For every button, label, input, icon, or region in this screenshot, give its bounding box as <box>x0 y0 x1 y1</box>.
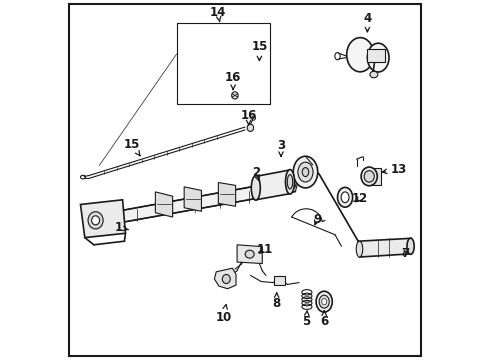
Ellipse shape <box>245 250 254 258</box>
Text: 6: 6 <box>320 311 328 328</box>
Polygon shape <box>215 268 236 289</box>
Text: 16: 16 <box>225 71 241 90</box>
Ellipse shape <box>407 238 414 254</box>
Ellipse shape <box>116 210 122 224</box>
Ellipse shape <box>338 187 353 207</box>
Ellipse shape <box>370 71 378 78</box>
Text: 11: 11 <box>257 243 273 256</box>
Polygon shape <box>237 245 262 264</box>
Text: 15: 15 <box>123 138 140 156</box>
Ellipse shape <box>321 298 327 305</box>
Polygon shape <box>274 276 285 285</box>
Text: 16: 16 <box>241 109 257 125</box>
Polygon shape <box>219 183 236 206</box>
Polygon shape <box>256 170 290 200</box>
Ellipse shape <box>316 291 332 312</box>
Ellipse shape <box>286 170 294 194</box>
Text: 2: 2 <box>252 166 260 181</box>
Text: 8: 8 <box>272 293 281 310</box>
Ellipse shape <box>222 274 230 284</box>
Ellipse shape <box>341 192 349 203</box>
Ellipse shape <box>293 156 318 188</box>
Text: 5: 5 <box>302 311 310 328</box>
Text: 1: 1 <box>115 221 128 234</box>
Polygon shape <box>368 49 386 62</box>
Ellipse shape <box>298 162 313 182</box>
Ellipse shape <box>368 43 389 72</box>
Ellipse shape <box>88 212 103 229</box>
Polygon shape <box>358 238 411 257</box>
Text: 4: 4 <box>363 12 371 32</box>
Polygon shape <box>155 192 172 217</box>
Text: 15: 15 <box>251 40 268 60</box>
Polygon shape <box>368 168 381 185</box>
Ellipse shape <box>287 175 293 189</box>
Text: 13: 13 <box>382 163 407 176</box>
Ellipse shape <box>302 167 309 176</box>
Ellipse shape <box>247 124 254 131</box>
Ellipse shape <box>251 176 260 200</box>
Ellipse shape <box>361 167 377 186</box>
Text: 14: 14 <box>210 6 226 22</box>
Ellipse shape <box>232 92 238 99</box>
Text: 3: 3 <box>277 139 285 156</box>
Ellipse shape <box>347 37 374 72</box>
Polygon shape <box>80 200 125 238</box>
Polygon shape <box>117 178 299 223</box>
Text: 7: 7 <box>401 247 409 260</box>
Text: 10: 10 <box>215 305 232 324</box>
Ellipse shape <box>364 171 374 182</box>
Text: 9: 9 <box>313 213 321 226</box>
Polygon shape <box>184 187 201 211</box>
Ellipse shape <box>92 216 99 225</box>
Ellipse shape <box>319 295 329 308</box>
Ellipse shape <box>356 241 363 257</box>
Text: 12: 12 <box>352 192 368 204</box>
